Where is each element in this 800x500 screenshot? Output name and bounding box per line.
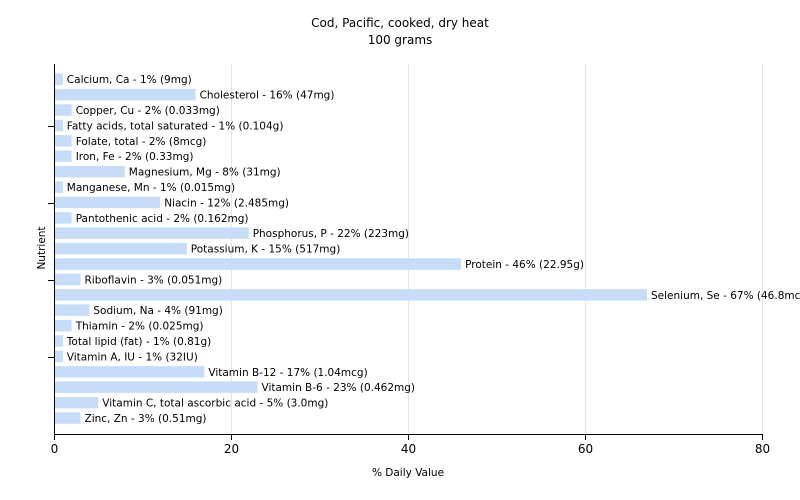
bar-label-0: Calcium, Ca - 1% (9mg) (67, 74, 192, 86)
bar-label-15: Sodium, Na - 4% (91mg) (93, 305, 222, 317)
bar-2 (55, 104, 72, 116)
bars-group: Calcium, Ca - 1% (9mg) Cholesterol - 16% … (55, 73, 800, 425)
bar-3 (55, 119, 63, 132)
bar-7 (55, 181, 63, 193)
bar-label-7: Manganese, Mn - 1% (0.015mg) (67, 182, 235, 194)
bar-6 (55, 165, 125, 178)
bar-label-20: Vitamin B-6 - 23% (0.462mg) (262, 382, 416, 394)
bar-label-13: Riboflavin - 3% (0.051mg) (85, 274, 223, 286)
x-tick-label-80: 80 (755, 442, 770, 456)
bar-20 (55, 381, 258, 393)
bar-19 (55, 366, 205, 378)
bar-4 (55, 135, 72, 147)
x-axis-label: % Daily Value (372, 467, 444, 479)
bar-9 (55, 212, 72, 224)
bar-1 (55, 88, 196, 101)
bar-12 (55, 258, 462, 270)
bar-label-8: Niacin - 12% (2.485mg) (164, 197, 289, 209)
bar-14 (55, 289, 647, 301)
bar-0 (55, 73, 63, 85)
bar-21 (55, 396, 99, 409)
bar-13 (55, 273, 81, 286)
bar-11 (55, 242, 187, 255)
bar-label-6: Magnesium, Mg - 8% (31mg) (129, 167, 281, 179)
bar-label-10: Phosphorus, P - 22% (223mg) (253, 228, 409, 240)
x-tick-label-0: 0 (51, 442, 59, 456)
bar-5 (55, 150, 72, 162)
bar-16 (55, 319, 72, 332)
bar-8 (55, 196, 161, 209)
bar-label-3: Fatty acids, total saturated - 1% (0.104… (67, 120, 284, 132)
bar-18 (55, 350, 63, 363)
x-tick-label-20: 20 (224, 442, 239, 456)
axes-group: 0 20 40 60 80 (48, 64, 770, 456)
bar-label-5: Iron, Fe - 2% (0.33mg) (76, 151, 194, 163)
bar-10 (55, 227, 249, 239)
bar-22 (55, 412, 81, 424)
bar-label-19: Vitamin B-12 - 17% (1.04mcg) (208, 367, 367, 379)
chart-title: Cod, Pacific, cooked, dry heat (311, 16, 489, 30)
bar-label-11: Potassium, K - 15% (517mg) (191, 244, 341, 256)
bar-15 (55, 304, 90, 316)
bar-label-21: Vitamin C, total ascorbic acid - 5% (3.0… (102, 398, 328, 410)
bar-label-17: Total lipid (fat) - 1% (0.81g) (66, 336, 211, 348)
bar-label-18: Vitamin A, IU - 1% (32IU) (67, 351, 198, 363)
bar-label-9: Pantothenic acid - 2% (0.162mg) (76, 213, 249, 225)
bar-label-4: Folate, total - 2% (8mcg) (76, 136, 207, 148)
x-tick-label-60: 60 (578, 442, 593, 456)
y-axis-label: Nutrient (36, 226, 48, 269)
chart-subtitle: 100 grams (368, 33, 433, 47)
bar-label-1: Cholesterol - 16% (47mg) (200, 90, 335, 102)
bar-label-14: Selenium, Se - 67% (46.8mcg) (651, 290, 800, 302)
bar-label-22: Zinc, Zn - 3% (0.51mg) (85, 413, 207, 425)
grid-lines (231, 64, 763, 434)
bar-label-16: Thiamin - 2% (0.025mg) (75, 321, 204, 333)
bar-label-12: Protein - 46% (22.95g) (465, 259, 584, 271)
x-tick-label-40: 40 (401, 442, 416, 456)
bar-label-2: Copper, Cu - 2% (0.033mg) (76, 105, 220, 117)
bar-17 (55, 335, 63, 347)
